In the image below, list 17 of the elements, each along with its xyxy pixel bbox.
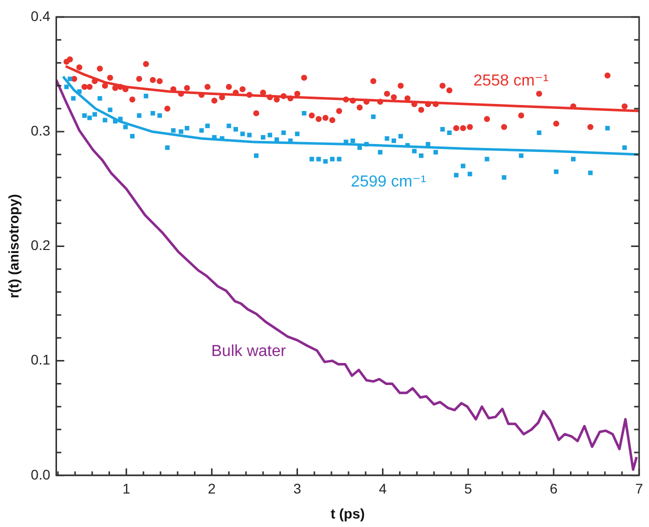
y-tick-label: 0.4 — [30, 8, 50, 24]
x-tick-label: 4 — [378, 480, 387, 497]
x-tick-label: 2 — [208, 480, 216, 497]
y-tick-label: 0.0 — [30, 466, 50, 482]
x-tick-label: 7 — [635, 480, 644, 497]
series-label: Bulk water — [211, 343, 287, 360]
x-tick-label: 6 — [550, 480, 558, 497]
series-label: 2558 cm⁻¹ — [473, 72, 548, 90]
x-tick-label: 5 — [464, 480, 472, 497]
x-axis-title: t (ps) — [330, 505, 365, 522]
y-tick-label: 0.1 — [30, 352, 50, 368]
x-tick-label: 3 — [293, 480, 302, 497]
y-axis-title: r(t) (anisotropy) — [5, 194, 22, 298]
series-label: 2599 cm⁻¹ — [350, 173, 426, 190]
y-tick-label: 0.3 — [30, 122, 50, 138]
x-tick-label: 1 — [122, 480, 130, 497]
y-tick-label: 0.2 — [30, 237, 50, 254]
